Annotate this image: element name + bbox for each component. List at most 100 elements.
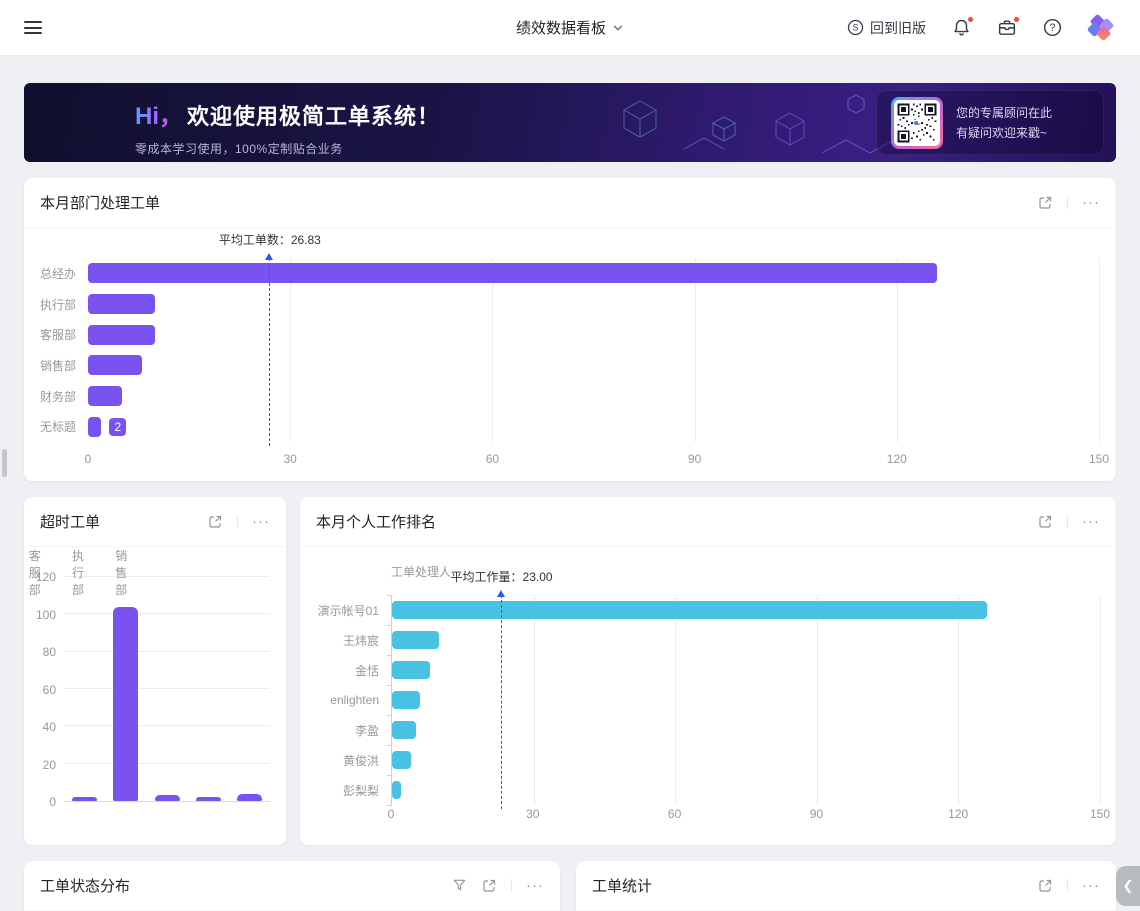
card-ticket-stats: 工单统计 ··· xyxy=(576,861,1116,911)
ranking-bar-chart[interactable]: 工单处理人 演示帐号01 王炜宸 金恬 enlighten 李盈 黄俊洪 彭梨梨 平均工作量… xyxy=(300,547,1116,837)
notifications-button[interactable] xyxy=(952,16,974,37)
category-label: 彭梨梨 xyxy=(342,783,379,798)
gridline xyxy=(64,650,270,652)
y-axis-tick xyxy=(387,685,392,686)
gridline xyxy=(64,613,270,615)
dept-bar-chart[interactable]: 总经办 执行部 客服部 销售部 财务部 无标题 2 平均工单数：26.83 0 30 60 90 1… xyxy=(24,228,1116,481)
chart-plot-area: 2 平均工单数：26.83 xyxy=(88,233,1100,446)
category-label: 销售部 xyxy=(39,358,76,373)
notification-badge-dot xyxy=(967,16,974,23)
y-axis-tick xyxy=(387,625,392,626)
bar-客服部 xyxy=(88,324,156,345)
menu-toggle-icon[interactable] xyxy=(24,21,42,34)
bar-unnamed xyxy=(113,606,139,801)
more-options-icon[interactable]: ··· xyxy=(1082,513,1100,530)
average-line: 平均工单数：26.83 xyxy=(219,233,321,446)
back-to-old-version-label: 回到旧版 xyxy=(870,19,926,36)
chevron-down-icon xyxy=(613,25,623,30)
gridline xyxy=(896,258,898,442)
bar-黄俊洪 xyxy=(392,751,411,769)
x-tick-label: 150 xyxy=(1088,452,1110,466)
category-label: enlighten xyxy=(330,693,379,707)
gridline xyxy=(64,576,270,577)
back-to-old-version-button[interactable]: S 回到旧版 xyxy=(847,18,926,38)
actions-divider xyxy=(1067,879,1068,892)
expand-icon[interactable] xyxy=(1037,195,1053,211)
card-personal-ranking: 本月个人工作排名 ··· 工单处理人 演示帐号01 王炜宸 金恬 enlighten 李… xyxy=(300,497,1116,845)
y-tick-label: 80 xyxy=(42,645,56,660)
message-badge-dot xyxy=(1013,16,1020,23)
gridline xyxy=(958,595,960,805)
chart-category-labels: 演示帐号01 王炜宸 金恬 enlighten 李盈 黄俊洪 彭梨梨 xyxy=(306,595,379,805)
more-options-icon[interactable]: ··· xyxy=(1082,877,1100,894)
bar-row xyxy=(88,289,1099,320)
y-axis-tick xyxy=(387,715,392,716)
card-overtime-tickets: 超时工单 ··· 0 20 40 60 80 100 120 客服部 执行部 销售部 xyxy=(24,497,286,845)
actions-divider xyxy=(237,515,238,528)
briefcase-icon xyxy=(998,20,1016,35)
bar-财务部 xyxy=(88,386,122,407)
app-logo[interactable] xyxy=(1086,13,1116,42)
y-axis-tick xyxy=(387,655,392,656)
card-title: 工单统计 xyxy=(592,878,653,895)
svg-text:S: S xyxy=(852,23,858,33)
gridline xyxy=(64,762,270,764)
x-tick-label: 30 xyxy=(526,807,540,821)
bar-演示帐号01 xyxy=(392,601,987,619)
y-axis-tick xyxy=(387,805,392,806)
category-label: 演示帐号01 xyxy=(317,603,379,618)
messages-button[interactable] xyxy=(997,16,1020,37)
category-label: 执行部 xyxy=(72,549,85,597)
more-options-icon[interactable]: ··· xyxy=(1082,194,1100,211)
dashboard-switcher[interactable]: 绩效数据看板 xyxy=(516,17,624,38)
overtime-bar-chart[interactable]: 0 20 40 60 80 100 120 客服部 执行部 销售部 xyxy=(24,547,286,837)
y-tick-label: 120 xyxy=(35,570,56,584)
expand-icon[interactable] xyxy=(481,878,497,894)
gridline xyxy=(694,258,696,442)
bell-icon xyxy=(954,19,969,36)
bar-总经办 xyxy=(88,263,938,284)
help-button[interactable]: ? xyxy=(1043,18,1062,37)
qr-code-pattern xyxy=(897,103,937,142)
middle-row: 超时工单 ··· 0 20 40 60 80 100 120 客服部 执行部 销售部 本月个人工… xyxy=(24,497,1116,845)
bottom-row: 工单状态分布 ··· 工单统计 xyxy=(24,861,1116,911)
expand-icon[interactable] xyxy=(1037,514,1053,530)
x-tick-label: 30 xyxy=(283,452,297,466)
category-label: 王炜宸 xyxy=(342,633,379,648)
card-title: 工单状态分布 xyxy=(40,878,131,895)
welcome-banner: Hi， 欢迎使用极简工单系统！ 零成本学习使用，100%定制贴合业务 xyxy=(24,83,1116,162)
category-label: 客服部 xyxy=(39,328,76,343)
gridline xyxy=(492,258,494,442)
filter-icon[interactable] xyxy=(452,878,467,893)
chart-category-labels: 总经办 执行部 客服部 销售部 财务部 无标题 xyxy=(36,258,76,442)
gridline xyxy=(64,725,270,727)
card-actions: ··· xyxy=(207,514,270,530)
y-axis-tick xyxy=(387,745,392,746)
x-tick-label: 90 xyxy=(687,452,702,466)
bar-row xyxy=(392,595,1100,625)
bar-李盈 xyxy=(392,721,416,739)
card-header: 工单状态分布 ··· xyxy=(24,861,560,911)
card-header: 工单统计 ··· xyxy=(576,861,1116,911)
category-label: 李盈 xyxy=(354,723,379,738)
more-options-icon[interactable]: ··· xyxy=(252,513,270,530)
page-scrollbar-thumb[interactable] xyxy=(2,449,7,477)
expand-icon[interactable] xyxy=(207,514,223,530)
bar-column xyxy=(64,577,105,801)
card-header: 本月部门处理工单 ··· xyxy=(24,178,1116,228)
gridline xyxy=(533,595,535,805)
bar-销售部 xyxy=(88,355,142,376)
average-line: 平均工作量：23.00 xyxy=(451,570,553,809)
expand-icon[interactable] xyxy=(1037,878,1053,894)
x-tick-label: 0 xyxy=(84,452,92,466)
y-axis-tick xyxy=(387,775,392,776)
page-title: 绩效数据看板 xyxy=(515,20,607,37)
category-label: 黄俊洪 xyxy=(342,753,379,768)
bar-row xyxy=(392,715,1100,745)
actions-divider xyxy=(511,879,512,892)
chart-y-axis-labels: 0 20 40 60 80 100 120 xyxy=(24,570,56,809)
more-options-icon[interactable]: ··· xyxy=(526,877,544,894)
qr-code[interactable] xyxy=(891,96,943,149)
svg-text:?: ? xyxy=(1050,22,1056,34)
collapse-panel-handle[interactable]: ❮ xyxy=(1116,866,1140,906)
